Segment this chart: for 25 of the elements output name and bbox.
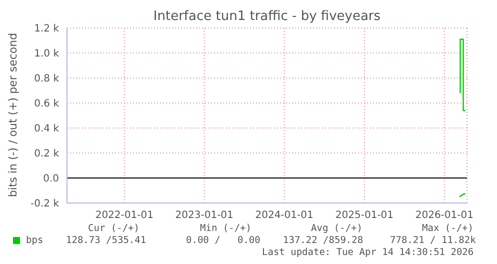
x-tick-label: 2024-01-01 [255, 210, 314, 222]
y-tick-label: 0.0 [43, 174, 59, 185]
y-tick-label: 1.0 k [34, 48, 60, 60]
text: Max (-/+) [422, 223, 474, 234]
text: 778.21 / 11.82k [390, 235, 476, 246]
x-tick-label: 2022-01-01 [95, 210, 154, 222]
chart-title: Interface tun1 traffic - by fiveyears [152, 9, 382, 24]
y-tick-label: -0.2 k [30, 198, 60, 210]
y-tick-label: 0.4 k [34, 124, 60, 135]
x-tick-label: 2026-01-01 [415, 210, 474, 222]
text: 128.73 /535.41 [66, 235, 146, 246]
text: Last update: Tue Apr 14 14:30:51 2026 [262, 247, 474, 258]
legend-label: bps [26, 235, 44, 246]
y-tick-label: 0.6 k [34, 98, 60, 110]
x-tick-label: 2023-01-01 [175, 210, 234, 222]
y-tick-label: 1.2 k [34, 24, 60, 35]
text: 137.22 /859.28 [283, 235, 364, 246]
y-axis-title: bits in (-) / out (+) per second [6, 32, 20, 198]
y-tick-label: 0.8 k [34, 74, 60, 85]
text: Cur (-/+) [88, 223, 140, 234]
text: Min (-/+) [200, 223, 252, 234]
text: 0.00 / 0.00 [186, 235, 260, 246]
text: Avg (-/+) [311, 223, 362, 234]
y-tick-label: 0.2 k [34, 148, 60, 160]
x-tick-label: 2025-01-01 [335, 210, 394, 222]
